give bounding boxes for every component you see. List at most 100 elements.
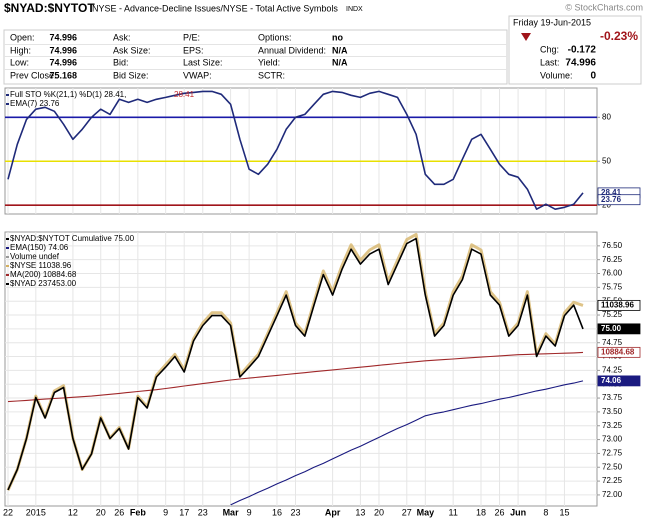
legend-text: $NYAD:$NYTOT Cumulative 75.00 <box>10 234 135 243</box>
quote-value: 75.168 <box>49 70 77 80</box>
legend-text: $NYSE 11038.96 <box>10 261 72 270</box>
x-tick-label: 18 <box>476 507 486 517</box>
quote-label: EPS: <box>183 45 204 55</box>
value-marker <box>597 194 641 206</box>
y-tick-label: 74.25 <box>602 365 623 374</box>
quote-label: Last Size: <box>183 57 223 67</box>
y-tick-label: 76.25 <box>602 255 623 264</box>
stat-label: Last: <box>540 57 560 67</box>
x-tick-label: 13 <box>355 507 365 517</box>
quote-label: Annual Dividend: <box>258 45 326 55</box>
legend-text: Full STO %K(21,1) %D(1) 28.41, <box>10 90 126 99</box>
value-marker <box>597 299 641 311</box>
down-arrow <box>521 33 531 41</box>
quote-value: 74.996 <box>49 32 77 42</box>
y-tick-label: 76.00 <box>602 269 623 278</box>
legend-text: EMA(7) 23.76 <box>10 99 60 108</box>
series-line <box>230 380 584 506</box>
y-tick-label: 72.50 <box>602 462 623 471</box>
quote-label: High: <box>10 45 31 55</box>
value-marker-label: 23.76 <box>601 195 622 204</box>
price-panel <box>4 231 598 507</box>
stat-value: 74.996 <box>565 58 596 69</box>
quote-label: Bid Size: <box>113 70 149 80</box>
quote-value: 74.996 <box>49 45 77 55</box>
quote-label: Yield: <box>258 57 280 67</box>
description: NYSE - Advance-Decline Issues/NYSE - Tot… <box>92 3 338 13</box>
x-tick-label: May <box>417 507 435 517</box>
value-marker <box>597 375 641 387</box>
stat-label: Volume: <box>540 70 573 80</box>
x-tick-label: 15 <box>559 507 569 517</box>
y-tick-label: 75.75 <box>602 282 623 291</box>
legend-text: 28.41 <box>174 90 195 99</box>
value-marker-label: 28.41 <box>601 188 622 197</box>
value-marker-label: 74.06 <box>601 376 622 385</box>
y-tick-label: 72.00 <box>602 490 623 499</box>
quote-date: Friday 19-Jun-2015 <box>513 17 591 27</box>
quote-value: N/A <box>332 45 348 55</box>
x-tick-label: 26 <box>495 507 505 517</box>
value-marker <box>597 323 641 335</box>
quote-label: Open: <box>10 32 35 42</box>
y-tick-label: 73.75 <box>602 393 623 402</box>
y-tick-label: 73.25 <box>602 421 623 430</box>
change-pct: -0.23% <box>600 29 638 43</box>
y-tick-label: 73.50 <box>602 407 623 416</box>
value-marker <box>597 346 641 358</box>
symbol: $NYAD:$NYTOT <box>4 1 95 15</box>
x-tick-label: 27 <box>402 507 412 517</box>
legend-text: MA(200) 10884.68 <box>10 270 77 279</box>
x-tick-label: 20 <box>374 507 384 517</box>
x-tick-label: 12 <box>68 507 78 517</box>
exchange: INDX <box>346 6 363 13</box>
quote-label: P/E: <box>183 32 200 42</box>
value-marker-label: 75.00 <box>601 324 622 333</box>
x-tick-label: 20 <box>96 507 106 517</box>
y-tick-label: 80 <box>602 112 611 121</box>
x-tick-label: 2015 <box>26 507 46 517</box>
series-line <box>7 237 584 491</box>
x-tick-label: 16 <box>272 507 282 517</box>
series-line <box>7 351 584 403</box>
stat-label: Chg: <box>540 44 559 54</box>
value-marker-label: 10884.68 <box>601 347 635 356</box>
x-tick-label: 26 <box>114 507 124 517</box>
quote-label: Options: <box>258 32 292 42</box>
stat-value: 0 <box>590 71 596 82</box>
quote-label: Ask Size: <box>113 45 151 55</box>
value-marker-label: 11038.96 <box>601 300 634 309</box>
quote-label: Ask: <box>113 32 131 42</box>
stat-value: -0.172 <box>568 45 597 56</box>
x-tick-label: 22 <box>3 507 13 517</box>
legend-text: EMA(150) 74.06 <box>10 243 69 252</box>
y-tick-label: 76.50 <box>602 241 623 250</box>
quote-value: 74.996 <box>49 57 77 67</box>
quote-value: N/A <box>332 57 348 67</box>
x-tick-label: 23 <box>198 507 208 517</box>
x-tick-label: 8 <box>543 507 548 517</box>
quote-label: VWAP: <box>183 70 212 80</box>
x-tick-label: 9 <box>247 507 252 517</box>
quote-label: Bid: <box>113 57 129 67</box>
quote-box <box>508 15 642 85</box>
stoch-panel <box>4 87 598 215</box>
y-tick-label: 75.25 <box>602 310 623 319</box>
legend-text: Volume undef <box>10 252 60 261</box>
quote-label: SCTR: <box>258 70 285 80</box>
x-tick-label: 9 <box>163 507 168 517</box>
series-line <box>7 90 584 210</box>
y-tick-label: 50 <box>602 156 611 165</box>
quote-label: Low: <box>10 57 29 67</box>
x-tick-label: Apr <box>325 507 341 517</box>
x-tick-label: 23 <box>290 507 300 517</box>
y-tick-label: 74.75 <box>602 338 623 347</box>
x-tick-label: Mar <box>223 507 240 517</box>
x-tick-label: 11 <box>448 507 457 517</box>
quote-value: no <box>332 32 343 42</box>
y-tick-label: 73.00 <box>602 435 623 444</box>
x-tick-label: 17 <box>179 507 189 517</box>
y-tick-label: 72.75 <box>602 449 623 458</box>
legend-text: $NYAD 237453.00 <box>10 279 77 288</box>
